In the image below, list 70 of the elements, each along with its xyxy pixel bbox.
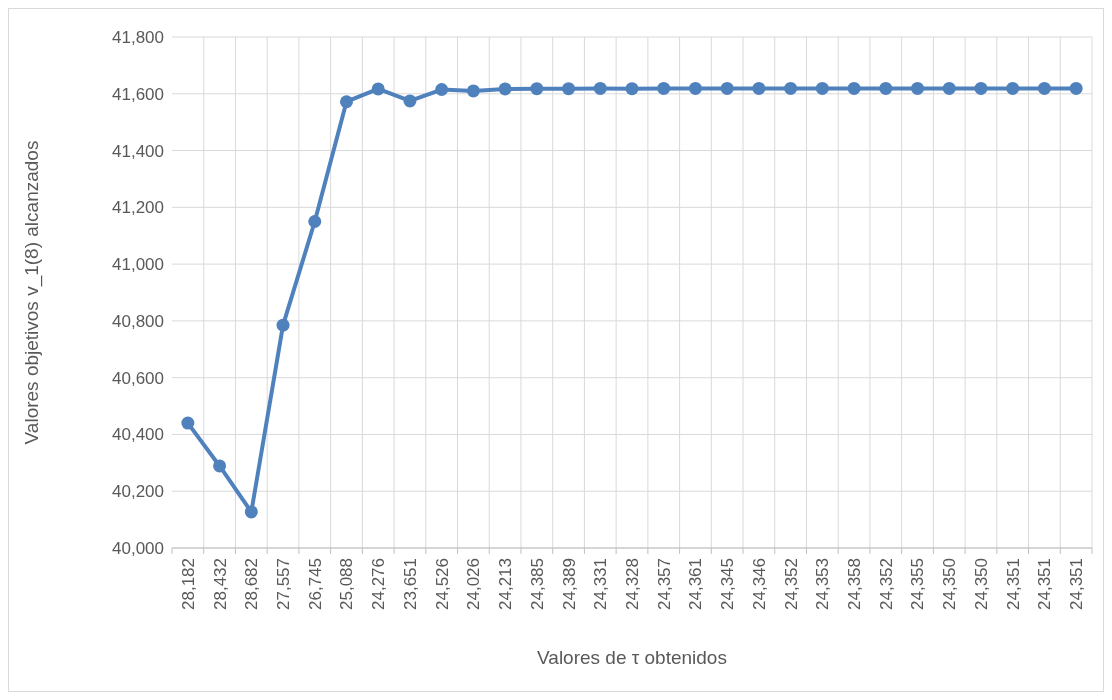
x-tick-label: 25,088 [337,558,357,610]
x-tick-label: 24,345 [718,558,738,610]
x-tick-label: 24,361 [686,558,706,610]
point [562,82,576,96]
y-axis-title: Valores objetivos v_1(8) alcanzados [21,140,43,445]
x-tick-label: 24,351 [1035,558,1055,610]
point [879,81,893,95]
point [784,81,798,95]
x-tick-label: 24,352 [876,558,896,610]
point [688,81,702,95]
point [815,81,829,95]
point [847,81,861,95]
x-tick-label: 23,651 [400,558,420,610]
point [1069,81,1083,95]
x-tick-label: 24,351 [1003,558,1023,610]
point [276,318,290,332]
y-tick-label: 40,400 [112,425,164,445]
y-tick-label: 41,800 [112,27,164,47]
point [911,81,925,95]
point [657,81,671,95]
y-tick-label: 40,000 [112,538,164,558]
point [435,83,449,97]
y-tick-label: 41,600 [112,84,164,104]
x-tick-label: 24,026 [464,558,484,610]
x-tick-label: 26,745 [305,558,325,610]
x-tick-label: 28,432 [210,558,230,610]
point [498,82,512,96]
point [593,81,607,95]
x-tick-label: 24,357 [654,558,674,610]
x-tick-label: 24,353 [813,558,833,610]
x-tick-label: 24,213 [496,558,516,610]
point [625,82,639,96]
point [466,84,480,98]
y-tick-label: 41,400 [112,141,164,161]
x-tick-label: 24,276 [369,558,389,610]
x-tick-label: 24,352 [781,558,801,610]
point [181,416,195,430]
x-tick-label: 24,389 [559,558,579,610]
point [244,505,258,519]
point [308,215,322,229]
point [974,81,988,95]
point [530,82,544,96]
x-tick-label: 24,328 [622,558,642,610]
y-tick-label: 40,800 [112,311,164,331]
x-tick-label: 24,351 [1067,558,1087,610]
x-tick-label: 24,526 [432,558,452,610]
x-tick-label: 28,682 [242,558,262,610]
point [1006,81,1020,95]
y-tick-label: 41,200 [112,198,164,218]
point [1037,81,1051,95]
y-tick-label: 40,200 [112,482,164,502]
x-axis-title: Valores de τ obtenidos [537,647,727,668]
x-tick-label: 28,182 [178,558,198,610]
point [371,82,385,96]
point [942,81,956,95]
y-tick-label: 41,000 [112,255,164,275]
x-tick-label: 24,358 [845,558,865,610]
point [213,459,227,473]
x-tick-label: 24,355 [908,558,928,610]
x-tick-label: 24,350 [940,558,960,610]
y-tick-label: 40,600 [112,368,164,388]
point [752,81,766,95]
x-tick-label: 24,350 [971,558,991,610]
point [720,81,734,95]
x-tick-label: 24,346 [749,558,769,610]
point [339,95,353,109]
x-tick-label: 24,385 [527,558,547,610]
x-tick-label: 27,557 [273,558,293,610]
point [403,94,417,108]
x-tick-label: 24,331 [591,558,611,610]
